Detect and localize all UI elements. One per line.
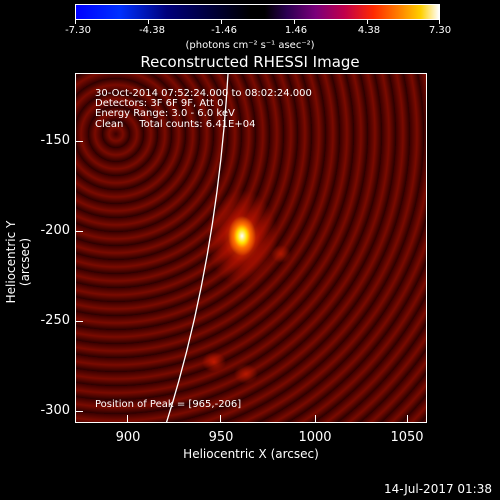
colorbar-units: (photons cm⁻² s⁻¹ asec⁻²) (185, 40, 315, 51)
image-title: Reconstructed RHESSI Image (140, 53, 360, 71)
x-tick (315, 415, 316, 423)
colorbar-tick (439, 20, 440, 24)
colorbar-tick (294, 20, 295, 24)
x-tick-label: 900 (115, 430, 141, 445)
y-axis-title: Heliocentric Y (arcsec) (4, 220, 32, 304)
y-tick-label: -250 (40, 313, 70, 328)
info-line-3: Energy Range: 3.0 - 6.0 keV (95, 108, 235, 119)
colorbar-tick (221, 20, 222, 24)
colorbar-label: -4.38 (139, 25, 165, 36)
y-tick-label: -150 (40, 133, 70, 148)
colorbar-label: -7.30 (65, 25, 91, 36)
y-tick (75, 321, 83, 322)
colorbar (75, 4, 440, 20)
x-tick (127, 415, 128, 423)
x-tick-label: 1000 (298, 430, 332, 445)
solar-limb (165, 74, 229, 422)
rhessi-image: 30-Oct-2014 07:52:24.000 to 08:02:24.000… (75, 73, 427, 423)
peak-position: Position of Peak = [965,-206] (95, 399, 242, 410)
info-line-1: 30-Oct-2014 07:52:24.000 to 08:02:24.000 (95, 88, 312, 99)
info-line-2: Detectors: 3F 6F 9F, Att 0 (95, 98, 224, 109)
x-tick-label: 1050 (390, 430, 424, 445)
colorbar-label: 4.38 (357, 25, 381, 36)
info-line-4: Clean Total counts: 6.41E+04 (95, 119, 256, 130)
colorbar-tick (367, 20, 368, 24)
x-tick (220, 415, 221, 423)
render-timestamp: 14-Jul-2017 01:38 (383, 482, 492, 496)
colorbar-label: -1.46 (211, 25, 237, 36)
y-tick-label: -300 (40, 403, 70, 418)
colorbar-tick (75, 20, 76, 24)
x-tick-label: 950 (208, 430, 234, 445)
y-tick-label: -200 (40, 223, 70, 238)
y-tick (75, 141, 83, 142)
colorbar-tick (148, 20, 149, 24)
colorbar-label: 1.46 (284, 25, 308, 36)
colorbar-label: 7.30 (428, 25, 452, 36)
y-tick (75, 411, 83, 412)
x-axis-title: Heliocentric X (arcsec) (183, 447, 319, 461)
x-tick (407, 415, 408, 423)
y-tick (75, 231, 83, 232)
